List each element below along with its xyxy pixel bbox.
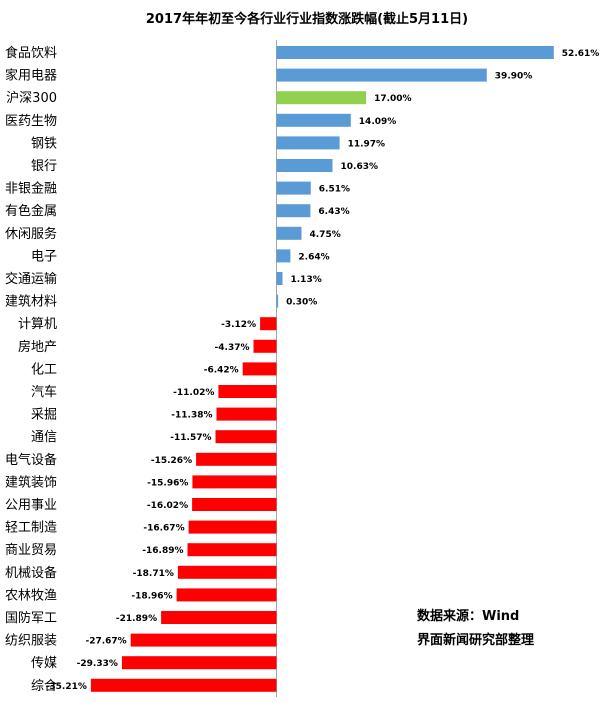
bar-6: [276, 181, 311, 195]
value-label-2: 17.00%: [374, 94, 412, 104]
bar-18: [196, 452, 277, 466]
category-label-11: 建筑材料: [5, 294, 57, 310]
value-label-18: -15.26%: [151, 456, 192, 466]
bar-27: [121, 656, 277, 670]
value-label-27: -29.33%: [77, 659, 118, 669]
bar-25: [161, 611, 277, 624]
value-label-19: -15.96%: [147, 478, 188, 488]
value-label-21: -16.67%: [143, 524, 184, 534]
value-label-0: 52.61%: [562, 49, 600, 59]
category-label-15: 汽车: [31, 384, 57, 400]
value-label-16: -11.38%: [171, 411, 212, 421]
category-label-21: 轻工制造: [5, 521, 57, 536]
bar-14: [242, 362, 277, 376]
credit-note: 界面新闻研究部整理: [417, 633, 535, 648]
category-label-12: 计算机: [18, 317, 57, 332]
category-label-24: 农林牧渔: [5, 588, 57, 603]
bar-23: [177, 565, 277, 579]
bar-8: [276, 226, 302, 240]
category-label-25: 国防军工: [5, 610, 57, 626]
value-label-25: -21.89%: [116, 614, 157, 624]
bar-26: [130, 633, 277, 647]
category-label-23: 机械设备: [5, 565, 57, 581]
category-label-6: 非银金融: [5, 181, 57, 197]
bar-12: [260, 317, 277, 331]
data-source-note: 数据来源：Wind: [417, 609, 520, 624]
category-label-5: 银行: [31, 159, 57, 174]
category-label-10: 交通运输: [5, 271, 57, 287]
value-label-15: -11.02%: [173, 388, 214, 398]
value-label-22: -16.89%: [142, 546, 183, 556]
bar-5: [276, 159, 333, 172]
bar-22: [187, 543, 277, 557]
value-label-13: -4.37%: [215, 343, 250, 353]
value-label-14: -6.42%: [204, 365, 239, 375]
value-label-11: 0.30%: [286, 298, 317, 308]
bar-11: [276, 294, 279, 308]
value-label-9: 2.64%: [298, 252, 329, 262]
category-label-26: 纺织服装: [5, 634, 57, 649]
value-label-17: -11.57%: [170, 433, 211, 443]
bar-19: [192, 475, 277, 489]
category-label-2: 沪深300: [6, 90, 57, 106]
category-label-1: 家用电器: [5, 68, 57, 84]
bar-1: [276, 68, 487, 82]
value-label-8: 4.75%: [310, 230, 341, 240]
value-label-1: 39.90%: [495, 72, 533, 82]
category-label-7: 有色金属: [5, 203, 57, 219]
value-label-20: -16.02%: [147, 501, 188, 511]
category-label-13: 房地产: [18, 339, 57, 355]
bar-21: [188, 520, 277, 534]
chart-title: 2017年年初至今各行业行业指数涨跌幅(截止5月11日): [145, 12, 469, 27]
category-label-27: 传媒: [31, 656, 57, 671]
bar-15: [218, 385, 277, 398]
value-label-4: 11.97%: [348, 139, 386, 149]
bar-9: [276, 249, 291, 263]
category-label-9: 电子: [31, 249, 57, 264]
category-label-28: 综合: [31, 679, 57, 694]
value-label-10: 1.13%: [291, 275, 322, 285]
category-label-20: 公用事业: [5, 498, 57, 513]
category-label-0: 食品饮料: [5, 45, 57, 61]
category-label-3: 医药生物: [5, 114, 57, 129]
bar-28: [90, 678, 277, 692]
bar-2: [276, 91, 367, 105]
value-label-24: -18.96%: [131, 591, 172, 601]
bar-13: [253, 339, 277, 353]
category-label-22: 商业贸易: [5, 543, 57, 558]
category-label-14: 化工: [31, 362, 57, 377]
bar-20: [192, 498, 277, 511]
category-label-8: 休闲服务: [5, 226, 57, 242]
value-label-7: 6.43%: [318, 207, 349, 217]
value-label-23: -18.71%: [133, 569, 174, 579]
bar-17: [215, 430, 277, 444]
bar-4: [276, 136, 340, 150]
category-label-18: 电气设备: [5, 452, 57, 468]
bar-3: [276, 113, 351, 127]
value-label-5: 10.63%: [341, 162, 379, 172]
bar-0: [276, 46, 554, 59]
bar-16: [216, 407, 277, 421]
category-label-4: 钢铁: [31, 136, 57, 151]
bar-10: [276, 272, 283, 285]
bar-7: [276, 204, 311, 218]
value-label-6: 6.51%: [319, 185, 350, 195]
value-label-12: -3.12%: [221, 320, 256, 330]
category-label-17: 通信: [31, 430, 57, 445]
value-label-26: -27.67%: [85, 637, 126, 647]
bar-24: [176, 588, 277, 602]
value-label-3: 14.09%: [359, 117, 397, 127]
category-label-19: 建筑装饰: [5, 474, 57, 490]
category-label-16: 采掘: [31, 408, 57, 423]
value-label-28: -35.21%: [46, 682, 87, 692]
